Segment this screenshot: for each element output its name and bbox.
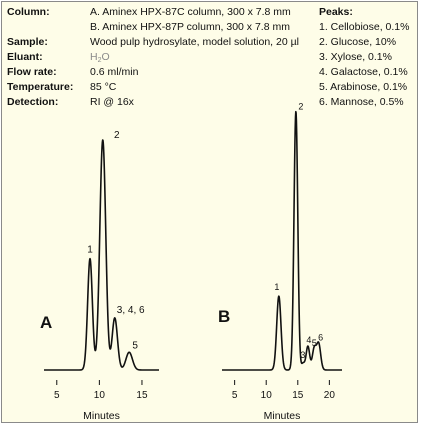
peak-label: 6 — [318, 333, 323, 343]
peak-item: 3. Xylose, 0.1% — [319, 51, 392, 63]
temperature-label: Temperature: — [7, 81, 74, 93]
peak-label: 3 — [300, 350, 305, 360]
sample-label: Sample: — [7, 36, 48, 48]
eluant-subscript: 2 — [97, 57, 102, 64]
peak-label: 5 — [312, 338, 317, 348]
peaks-title: Peaks: — [319, 6, 353, 18]
chromatogram-figure: Column: A. Aminex HPX-87C column, 300 x … — [1, 1, 418, 423]
peak-item: 6. Mannose, 0.5% — [319, 96, 404, 108]
temperature-value: 85 °C — [90, 81, 117, 93]
x-tick-label: 5 — [232, 390, 238, 401]
flow-rate-value: 0.6 ml/min — [90, 66, 139, 78]
peak-item: 2. Glucose, 10% — [319, 36, 397, 48]
column-label: Column: — [7, 6, 50, 18]
peak-label: 5 — [132, 340, 138, 351]
panel-label-b: B — [218, 307, 230, 326]
x-tick-label: 10 — [261, 390, 273, 401]
chromatogram-trace-a — [43, 139, 160, 371]
x-tick-label: 20 — [324, 390, 336, 401]
peak-label: 2 — [298, 101, 303, 111]
x-tick-label: 15 — [136, 390, 148, 401]
x-axis-title: Minutes — [83, 410, 120, 422]
peak-item: 5. Arabinose, 0.1% — [319, 81, 408, 93]
sample-value: Wood pulp hydrosylate, model solution, 2… — [90, 36, 299, 48]
panel-label-a: A — [40, 313, 52, 332]
eluant-o: O — [101, 51, 110, 63]
peak-item: 4. Galactose, 0.1% — [319, 66, 408, 78]
column-a-value: A. Aminex HPX-87C column, 300 x 7.8 mm — [90, 6, 291, 18]
flow-rate-label: Flow rate: — [7, 66, 57, 78]
peak-label: 2 — [114, 130, 120, 141]
x-tick-label: 10 — [94, 390, 106, 401]
x-tick-label: 5 — [54, 390, 60, 401]
peak-label: 1 — [274, 282, 279, 292]
chromatogram-trace-b — [221, 110, 343, 371]
column-b-value: B. Aminex HPX-87P column, 300 x 7.8 mm — [90, 21, 290, 33]
peak-label: 4 — [306, 335, 311, 345]
peak-item: 1. Cellobiose, 0.1% — [319, 21, 410, 33]
detection-label: Detection: — [7, 96, 59, 108]
peak-label: 3, 4, 6 — [117, 305, 145, 316]
x-tick-label: 15 — [292, 390, 304, 401]
eluant-label: Eluant: — [7, 51, 43, 63]
eluant-value: H2O — [90, 51, 110, 64]
detection-value: RI @ 16x — [90, 96, 134, 108]
x-axis-title: Minutes — [264, 410, 301, 422]
eluant-h: H — [90, 51, 98, 63]
peak-label: 1 — [87, 245, 93, 256]
chromatogram-plots: 5 10 15 Minutes A 1 2 3, 4, 6 5 5 10 15 20 Minutes B 1 2… — [40, 101, 343, 422]
